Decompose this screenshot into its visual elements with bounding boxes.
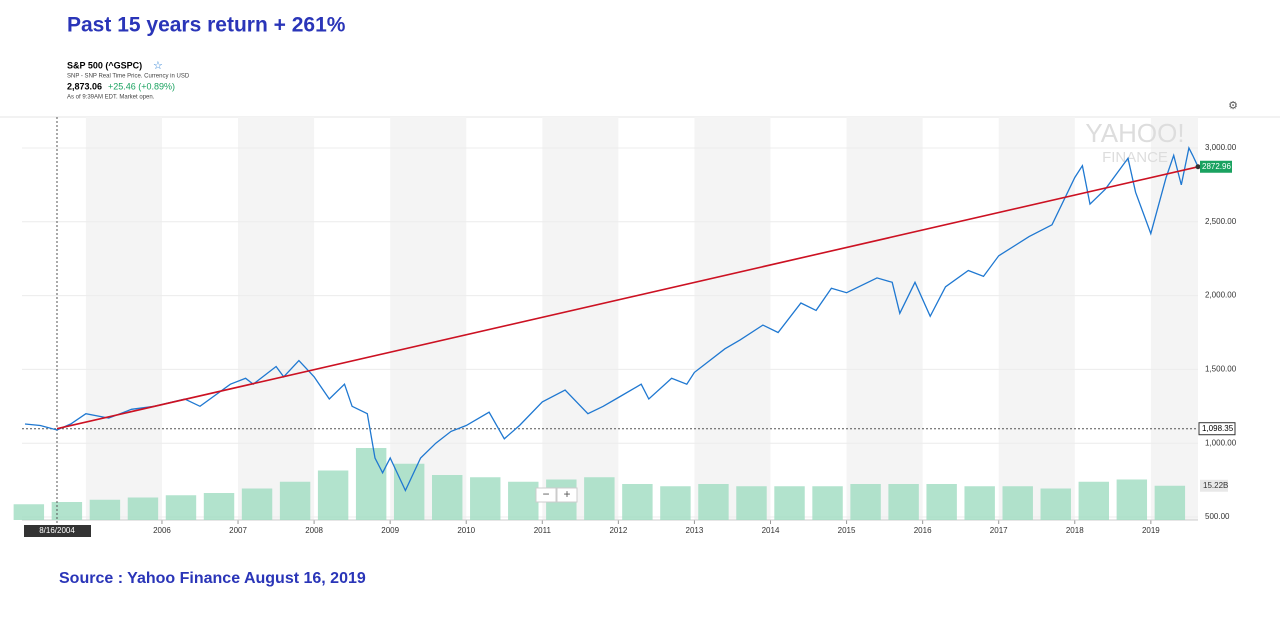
volume-bar — [165, 495, 197, 520]
volume-bar — [774, 486, 805, 520]
start-date-box — [24, 525, 91, 537]
volume-label-box — [1200, 479, 1228, 492]
x-tick-label: 2011 — [534, 526, 552, 535]
volume-label: 15.22B — [1203, 481, 1228, 490]
x-tick-label: 2012 — [609, 526, 627, 535]
y-tick-label: 1,500.00 — [1205, 365, 1237, 374]
source-note: Source : Yahoo Finance August 16, 2019 — [59, 570, 366, 587]
volume-bar — [317, 470, 349, 520]
volume-bar — [926, 484, 957, 520]
x-tick-label: 2008 — [305, 526, 323, 535]
volume-bar — [51, 502, 83, 520]
volume-bar — [660, 486, 691, 520]
volume-bar — [698, 484, 729, 520]
y-tick-label: 3,000.00 — [1205, 143, 1237, 152]
volume-bar — [203, 493, 235, 520]
last-value-dot — [1195, 164, 1201, 170]
volume-bar — [964, 486, 995, 520]
quote-change: +25.46 (+0.89%) — [108, 81, 175, 91]
zoom-in-button[interactable] — [556, 487, 578, 503]
series-line — [24, 146, 1199, 493]
zoom-in-icon[interactable]: + — [563, 487, 570, 501]
volume-bar — [241, 488, 273, 520]
quote-subtitle: SNP - SNP Real Time Price. Currency in U… — [67, 74, 190, 80]
year-band — [85, 117, 162, 520]
quote-name: S&P 500 (^GSPC) — [67, 60, 142, 70]
volume-bar — [279, 481, 311, 520]
series-line — [56, 166, 1199, 430]
zoom-out-icon[interactable]: − — [542, 487, 549, 501]
y-tick-label: 500.00 — [1205, 512, 1230, 521]
x-tick-label: 2016 — [914, 526, 932, 535]
x-tick-label: 2017 — [990, 526, 1008, 535]
chart-title: Past 15 years return + 261% — [67, 14, 346, 37]
last-value-label: 2872.96 — [1202, 162, 1231, 171]
quote-price: 2,873.06 — [67, 81, 102, 91]
year-band — [1150, 117, 1198, 520]
year-band — [542, 117, 619, 520]
volume-bar — [470, 477, 501, 520]
watermark: YAHOO! — [1085, 118, 1184, 148]
x-tick-label: 2015 — [838, 526, 856, 535]
volume-bar — [850, 484, 881, 520]
x-tick-label: 2007 — [229, 526, 247, 535]
volume-bar — [1040, 488, 1071, 520]
volume-bar — [89, 499, 121, 520]
year-band — [390, 117, 467, 520]
volume-bar — [1116, 479, 1148, 520]
x-tick-label: 2014 — [762, 526, 780, 535]
y-tick-label: 2,500.00 — [1205, 217, 1237, 226]
volume-bar — [1002, 486, 1033, 520]
volume-bar — [1154, 485, 1186, 520]
zoom-out-button[interactable] — [535, 487, 557, 503]
volume-bar — [393, 463, 425, 520]
x-tick-label: 2010 — [457, 526, 475, 535]
x-tick-label: 2019 — [1142, 526, 1160, 535]
year-band — [998, 117, 1075, 520]
volume-bar — [127, 497, 159, 520]
x-tick-label: 2009 — [381, 526, 399, 535]
settings-icon[interactable]: ⚙ — [1228, 100, 1238, 112]
last-value-box — [1200, 160, 1232, 173]
volume-bar — [888, 484, 919, 520]
x-tick-label: 2013 — [686, 526, 704, 535]
x-tick-label: 2018 — [1066, 526, 1084, 535]
volume-bar — [584, 477, 615, 520]
volume-bar — [355, 448, 387, 520]
volume-bar — [1078, 481, 1110, 520]
volume-bar — [432, 475, 463, 520]
volume-bar — [622, 484, 653, 520]
x-tick-label: 2006 — [153, 526, 171, 535]
reference-label: 1,098.35 — [1202, 424, 1234, 433]
volume-bar — [13, 504, 45, 520]
quote-as-of: As of 9:39AM EDT. Market open. — [67, 95, 155, 101]
volume-bar — [812, 486, 843, 520]
watermark: FINANCE — [1102, 149, 1168, 166]
y-tick-label: 2,000.00 — [1205, 291, 1237, 300]
year-band — [694, 117, 771, 520]
star-icon[interactable]: ☆ — [153, 60, 163, 72]
year-band — [238, 117, 315, 520]
volume-bar — [736, 486, 767, 520]
reference-label-box — [1198, 422, 1236, 436]
y-tick-label: 1,000.00 — [1205, 438, 1237, 447]
year-band — [846, 117, 923, 520]
start-date-label: 8/16/2004 — [39, 526, 75, 535]
volume-bar — [508, 481, 539, 520]
